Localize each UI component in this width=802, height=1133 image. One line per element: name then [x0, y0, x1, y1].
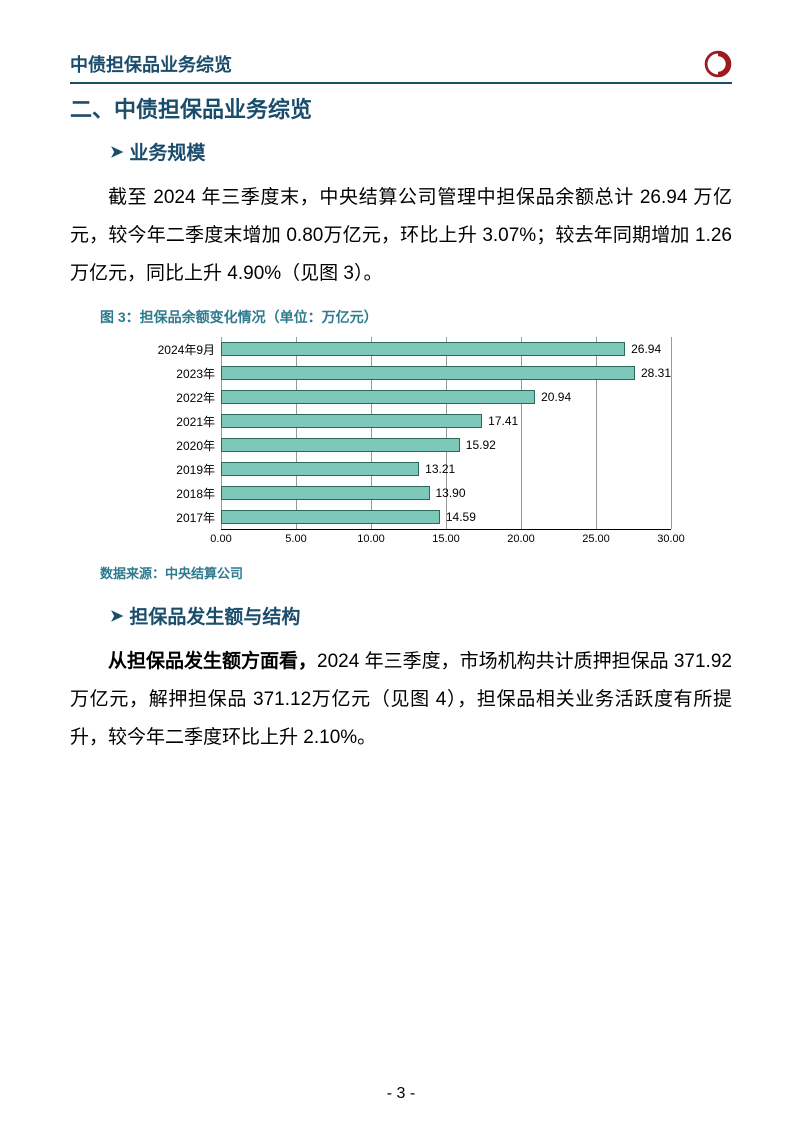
arrow-icon: ➤: [110, 606, 123, 626]
paragraph-2-lead: 从担保品发生额方面看，: [108, 651, 317, 672]
paragraph-1: 截至 2024 年三季度末，中央结算公司管理中担保品余额总计 26.94 万亿元…: [70, 179, 732, 293]
chart-value-label: 26.94: [631, 342, 661, 356]
section-heading: 二、中债担保品业务综览: [70, 92, 732, 124]
chart-row: 2020年 15.92: [131, 433, 671, 457]
chart-row: 2023年 28.31: [131, 361, 671, 385]
chart-category-label: 2018年: [131, 485, 221, 502]
chart-category-label: 2017年: [131, 509, 221, 526]
chart-row: 2017年 14.59: [131, 505, 671, 529]
chart-axis-tick: 30.00: [657, 530, 685, 545]
chart-bar: [221, 438, 460, 452]
chart-category-label: 2020年: [131, 437, 221, 454]
chart-bar: [221, 366, 635, 380]
chart-value-label: 13.21: [425, 462, 455, 476]
chart-bar: [221, 510, 440, 524]
page-header: 中债担保品业务综览: [70, 50, 732, 84]
subsection-collateral-structure: ➤ 担保品发生额与结构: [110, 602, 732, 629]
chart-axis-tick: 10.00: [357, 530, 385, 545]
data-source-label: 数据来源：中央结算公司: [100, 563, 732, 582]
chart-value-label: 13.90: [436, 486, 466, 500]
chart-value-label: 15.92: [466, 438, 496, 452]
chart-row: 2024年9月 26.94: [131, 337, 671, 361]
subsection-label: 担保品发生额与结构: [129, 602, 300, 629]
chart-value-label: 20.94: [541, 390, 571, 404]
chart-category-label: 2022年: [131, 389, 221, 406]
chart-row: 2022年 20.94: [131, 385, 671, 409]
paragraph-2: 从担保品发生额方面看，2024 年三季度，市场机构共计质押担保品 371.92 …: [70, 643, 732, 757]
chart-category-label: 2024年9月: [131, 341, 221, 358]
subsection-label: 业务规模: [129, 138, 205, 165]
chart-row: 2019年 13.21: [131, 457, 671, 481]
chart-category-label: 2023年: [131, 365, 221, 382]
chart-category-label: 2021年: [131, 413, 221, 430]
chart-axis-tick: 5.00: [285, 530, 306, 545]
chart-axis-tick: 20.00: [507, 530, 535, 545]
page-number: - 3 -: [0, 1085, 802, 1103]
chart-category-label: 2019年: [131, 461, 221, 478]
chart-bar: [221, 390, 535, 404]
chart-bar: [221, 414, 482, 428]
subsection-business-scale: ➤ 业务规模: [110, 138, 732, 165]
figure-3-title: 图 3：担保品余额变化情况（单位：万亿元）: [100, 307, 732, 327]
chart-axis-tick: 25.00: [582, 530, 610, 545]
chart-bar: [221, 342, 625, 356]
chart-row: 2021年 17.41: [131, 409, 671, 433]
chart-bar: [221, 462, 419, 476]
chart-axis-tick: 0.00: [210, 530, 231, 545]
header-title: 中债担保品业务综览: [70, 51, 232, 77]
chart-value-label: 14.59: [446, 510, 476, 524]
chart-value-label: 17.41: [488, 414, 518, 428]
arrow-icon: ➤: [110, 142, 123, 162]
chart-axis-tick: 15.00: [432, 530, 460, 545]
chart-value-label: 28.31: [641, 366, 671, 380]
chart-bar: [221, 486, 430, 500]
chart-row: 2018年 13.90: [131, 481, 671, 505]
figure-3-chart: 2024年9月 26.94 2023年 28.31 2022年 20.94 2021年 17.…: [131, 337, 671, 549]
brand-logo-icon: [704, 50, 732, 78]
